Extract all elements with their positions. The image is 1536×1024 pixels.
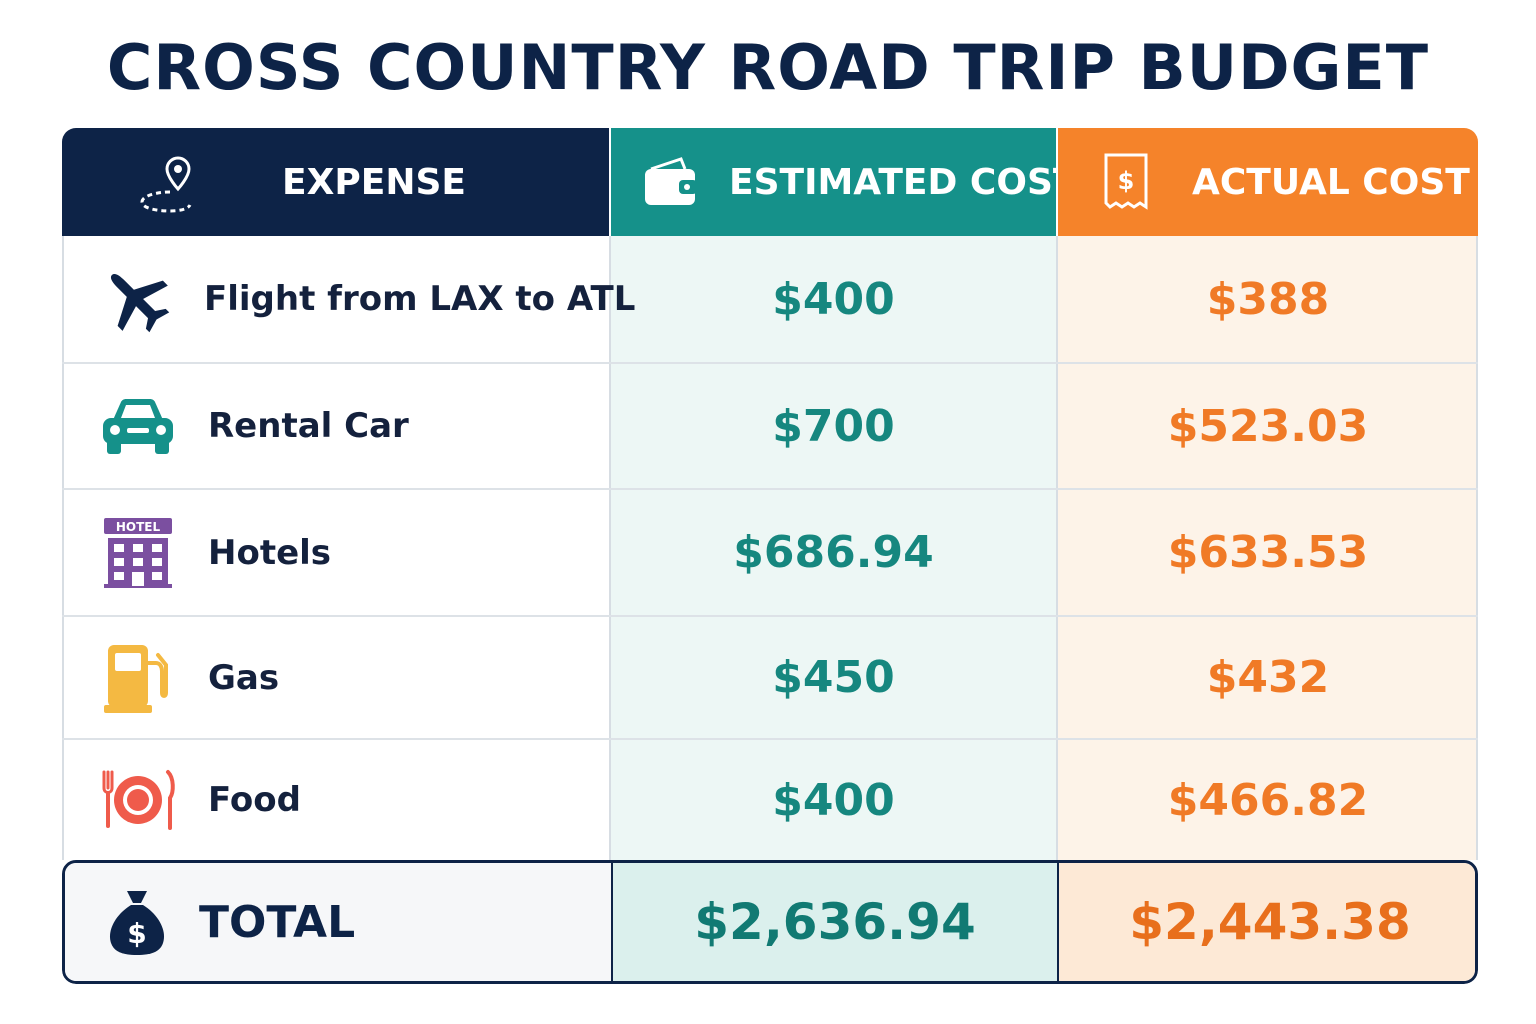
plate-fork-knife-icon: [98, 760, 178, 840]
receipt-dollar-icon: $: [1098, 149, 1154, 215]
expense-label: Flight from LAX to ATL: [204, 279, 636, 319]
estimated-cost-value: $400: [772, 774, 895, 826]
gas-pump-icon: [98, 638, 178, 718]
budget-table: EXPENSE ESTIMATED COST $ ACTUAL COST: [62, 128, 1478, 984]
estimated-cost-value: $400: [772, 273, 895, 325]
expense-label: Food: [208, 780, 301, 820]
table-row: HOTEL Hotels $686.94 $633.53: [62, 490, 1478, 615]
hotel-icon: HOTEL: [98, 513, 178, 593]
header-expense: EXPENSE: [62, 128, 609, 236]
header-estimated-cost: ESTIMATED COST: [611, 128, 1077, 236]
expense-label: Rental Car: [208, 406, 409, 446]
actual-cost-value: $523.03: [1167, 400, 1369, 452]
total-actual-value: $2,443.38: [1129, 893, 1411, 951]
estimated-cost-value: $700: [772, 400, 895, 452]
total-label: TOTAL: [199, 896, 356, 948]
actual-cost-value: $633.53: [1167, 527, 1369, 578]
estimated-cost-value: $686.94: [733, 527, 934, 578]
table-row: Flight from LAX to ATL $400 $388: [62, 236, 1478, 362]
svg-text:$: $: [127, 917, 146, 950]
actual-cost-value: $466.82: [1167, 774, 1369, 826]
wallet-icon: [641, 151, 703, 213]
table-row: Rental Car $700 $523.03: [62, 364, 1478, 488]
header-expense-label: EXPENSE: [282, 161, 466, 203]
actual-cost-value: $432: [1206, 652, 1330, 703]
airplane-icon: [98, 259, 174, 339]
header-estimated-cost-label: ESTIMATED COST: [729, 161, 1078, 203]
total-row: $ TOTAL $2,636.94 $2,443.38: [62, 860, 1478, 984]
table-row: Food $400 $466.82: [62, 740, 1478, 860]
expense-label: Gas: [208, 657, 280, 698]
expense-label: Hotels: [208, 532, 332, 573]
estimated-cost-value: $450: [772, 652, 895, 703]
header-actual-cost: $ ACTUAL COST: [1058, 128, 1478, 236]
header-actual-cost-label: ACTUAL COST: [1192, 161, 1470, 203]
actual-cost-value: $388: [1206, 273, 1330, 325]
map-pin-route-icon: [134, 150, 198, 214]
svg-text:HOTEL: HOTEL: [116, 520, 161, 534]
table-row: Gas $450 $432: [62, 617, 1478, 738]
svg-text:$: $: [1118, 167, 1135, 195]
page-title: CROSS COUNTRY ROAD TRIP BUDGET: [106, 31, 1430, 104]
car-icon: [98, 386, 178, 466]
money-bag-icon: $: [105, 887, 169, 957]
total-estimated-value: $2,636.94: [694, 893, 976, 951]
